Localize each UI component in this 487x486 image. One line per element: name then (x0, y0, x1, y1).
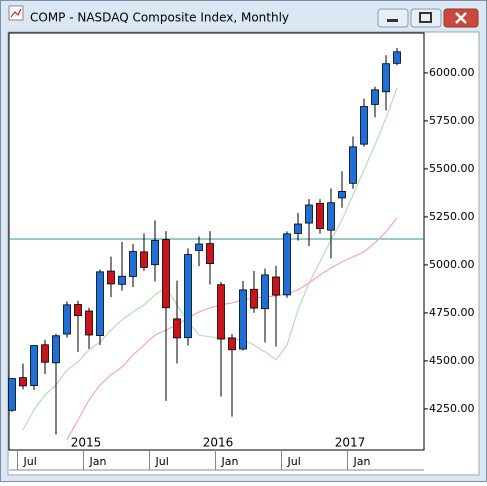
maximize-glyph (419, 12, 432, 23)
candle-body (19, 377, 27, 387)
candle-body (261, 274, 269, 310)
minimize-button[interactable] (377, 8, 409, 28)
candle-body (272, 276, 280, 296)
y-tick-label: 5250.00 (429, 210, 475, 223)
candle-body (52, 335, 60, 364)
candle-body (30, 345, 38, 386)
y-tick-label: 6000.00 (429, 66, 475, 79)
candle-body (74, 304, 82, 317)
y-tick-label: 5500.00 (429, 162, 475, 175)
x-tick-label: Jan (353, 455, 371, 468)
x-tick-label: Jul (155, 455, 169, 468)
y-tick-label: 5000.00 (429, 258, 475, 271)
y-tick-label: 4250.00 (429, 402, 475, 415)
candle-body (393, 51, 401, 64)
y-tick-label: 4750.00 (429, 306, 475, 319)
x-tick-label: Jul (287, 455, 301, 468)
close-glyph (455, 12, 467, 24)
maximize-button[interactable] (410, 8, 442, 28)
candle-body (250, 288, 258, 309)
moving-average (22, 87, 398, 431)
y-tick-label: 4500.00 (429, 354, 475, 367)
candle-body (41, 344, 49, 363)
x-tick-label: Jul (23, 455, 37, 468)
x-tick-label: Jan (89, 455, 107, 468)
candle-body (294, 223, 302, 234)
year-label: 2016 (203, 436, 234, 450)
candle-body (118, 275, 126, 285)
candle-body (327, 202, 335, 231)
window-title: COMP - NASDAQ Composite Index, Monthly (30, 11, 289, 25)
candle-body (140, 251, 148, 268)
candle-body (239, 289, 247, 350)
candle-body (184, 254, 192, 339)
candle-body (107, 270, 115, 285)
candle-body (63, 304, 71, 335)
candle-body (349, 146, 357, 184)
candle-body (283, 233, 291, 296)
candle-body (151, 239, 159, 266)
candle-body (338, 190, 346, 199)
candle-body (162, 239, 170, 309)
candle-body (8, 378, 16, 411)
candle-body (228, 337, 236, 351)
candle-body (305, 204, 313, 224)
candle-body (316, 202, 324, 230)
plot-frame (8, 32, 425, 451)
candle-body (96, 271, 104, 336)
candle-body (195, 243, 203, 251)
y-tick-label: 5750.00 (429, 114, 475, 127)
candle-body (85, 310, 93, 336)
year-label: 2015 (71, 436, 102, 450)
candle-body (382, 63, 390, 93)
year-label: 2017 (335, 436, 366, 450)
app-icon-glyph (10, 8, 22, 18)
candle-body (371, 89, 379, 105)
candle-body (129, 251, 137, 277)
minimize-glyph (387, 19, 398, 22)
chart-area (7, 31, 480, 476)
moving-average (66, 217, 398, 441)
candle-body (173, 318, 181, 339)
candle-body (360, 106, 368, 145)
candle-body (217, 284, 225, 340)
candle-body (206, 243, 214, 264)
x-tick-label: Jan (221, 455, 239, 468)
